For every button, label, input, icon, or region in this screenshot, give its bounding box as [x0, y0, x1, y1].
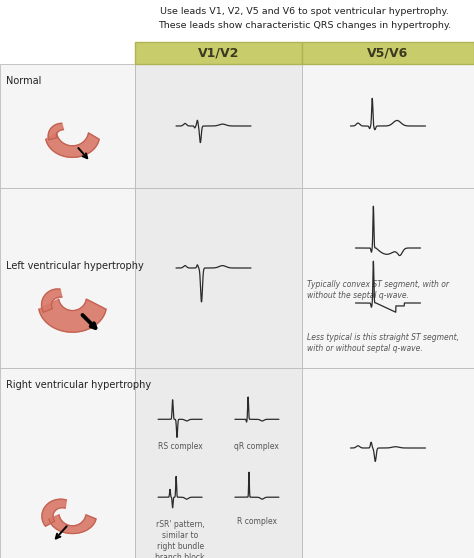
Text: Right ventricular hypertrophy: Right ventricular hypertrophy	[6, 380, 151, 390]
Text: rSR' pattern,
similar to
right bundle
branch block: rSR' pattern, similar to right bundle br…	[155, 520, 205, 558]
Polygon shape	[48, 123, 64, 140]
Text: Less typical is this straight ST segment,
with or without septal q-wave.: Less typical is this straight ST segment…	[307, 333, 459, 353]
Text: These leads show characteristic QRS changes in hypertrophy.: These leads show characteristic QRS chan…	[158, 21, 451, 30]
Text: RS complex: RS complex	[158, 442, 202, 451]
Polygon shape	[42, 499, 66, 526]
Bar	[135, 42, 302, 64]
Polygon shape	[49, 515, 96, 533]
Bar	[135, 368, 302, 558]
Text: Normal: Normal	[6, 76, 41, 86]
Text: R complex: R complex	[237, 517, 277, 526]
Text: qR complex: qR complex	[235, 442, 279, 451]
Bar	[0, 368, 135, 558]
Bar	[135, 64, 302, 188]
Bar	[0, 64, 135, 188]
Bar	[302, 64, 474, 188]
Polygon shape	[42, 289, 62, 312]
Text: V1/V2: V1/V2	[198, 46, 239, 60]
Polygon shape	[46, 133, 99, 157]
Bar	[135, 188, 302, 368]
Bar	[302, 188, 474, 368]
Polygon shape	[39, 299, 106, 332]
Bar	[302, 42, 474, 64]
Text: V5/V6: V5/V6	[367, 46, 409, 60]
Bar	[0, 188, 135, 368]
Bar	[302, 368, 474, 558]
Text: Typically convex ST segment, with or
without the septal q-wave.: Typically convex ST segment, with or wit…	[307, 280, 449, 300]
Text: Use leads V1, V2, V5 and V6 to spot ventricular hypertrophy.: Use leads V1, V2, V5 and V6 to spot vent…	[160, 7, 449, 17]
Text: Left ventricular hypertrophy: Left ventricular hypertrophy	[6, 261, 144, 271]
